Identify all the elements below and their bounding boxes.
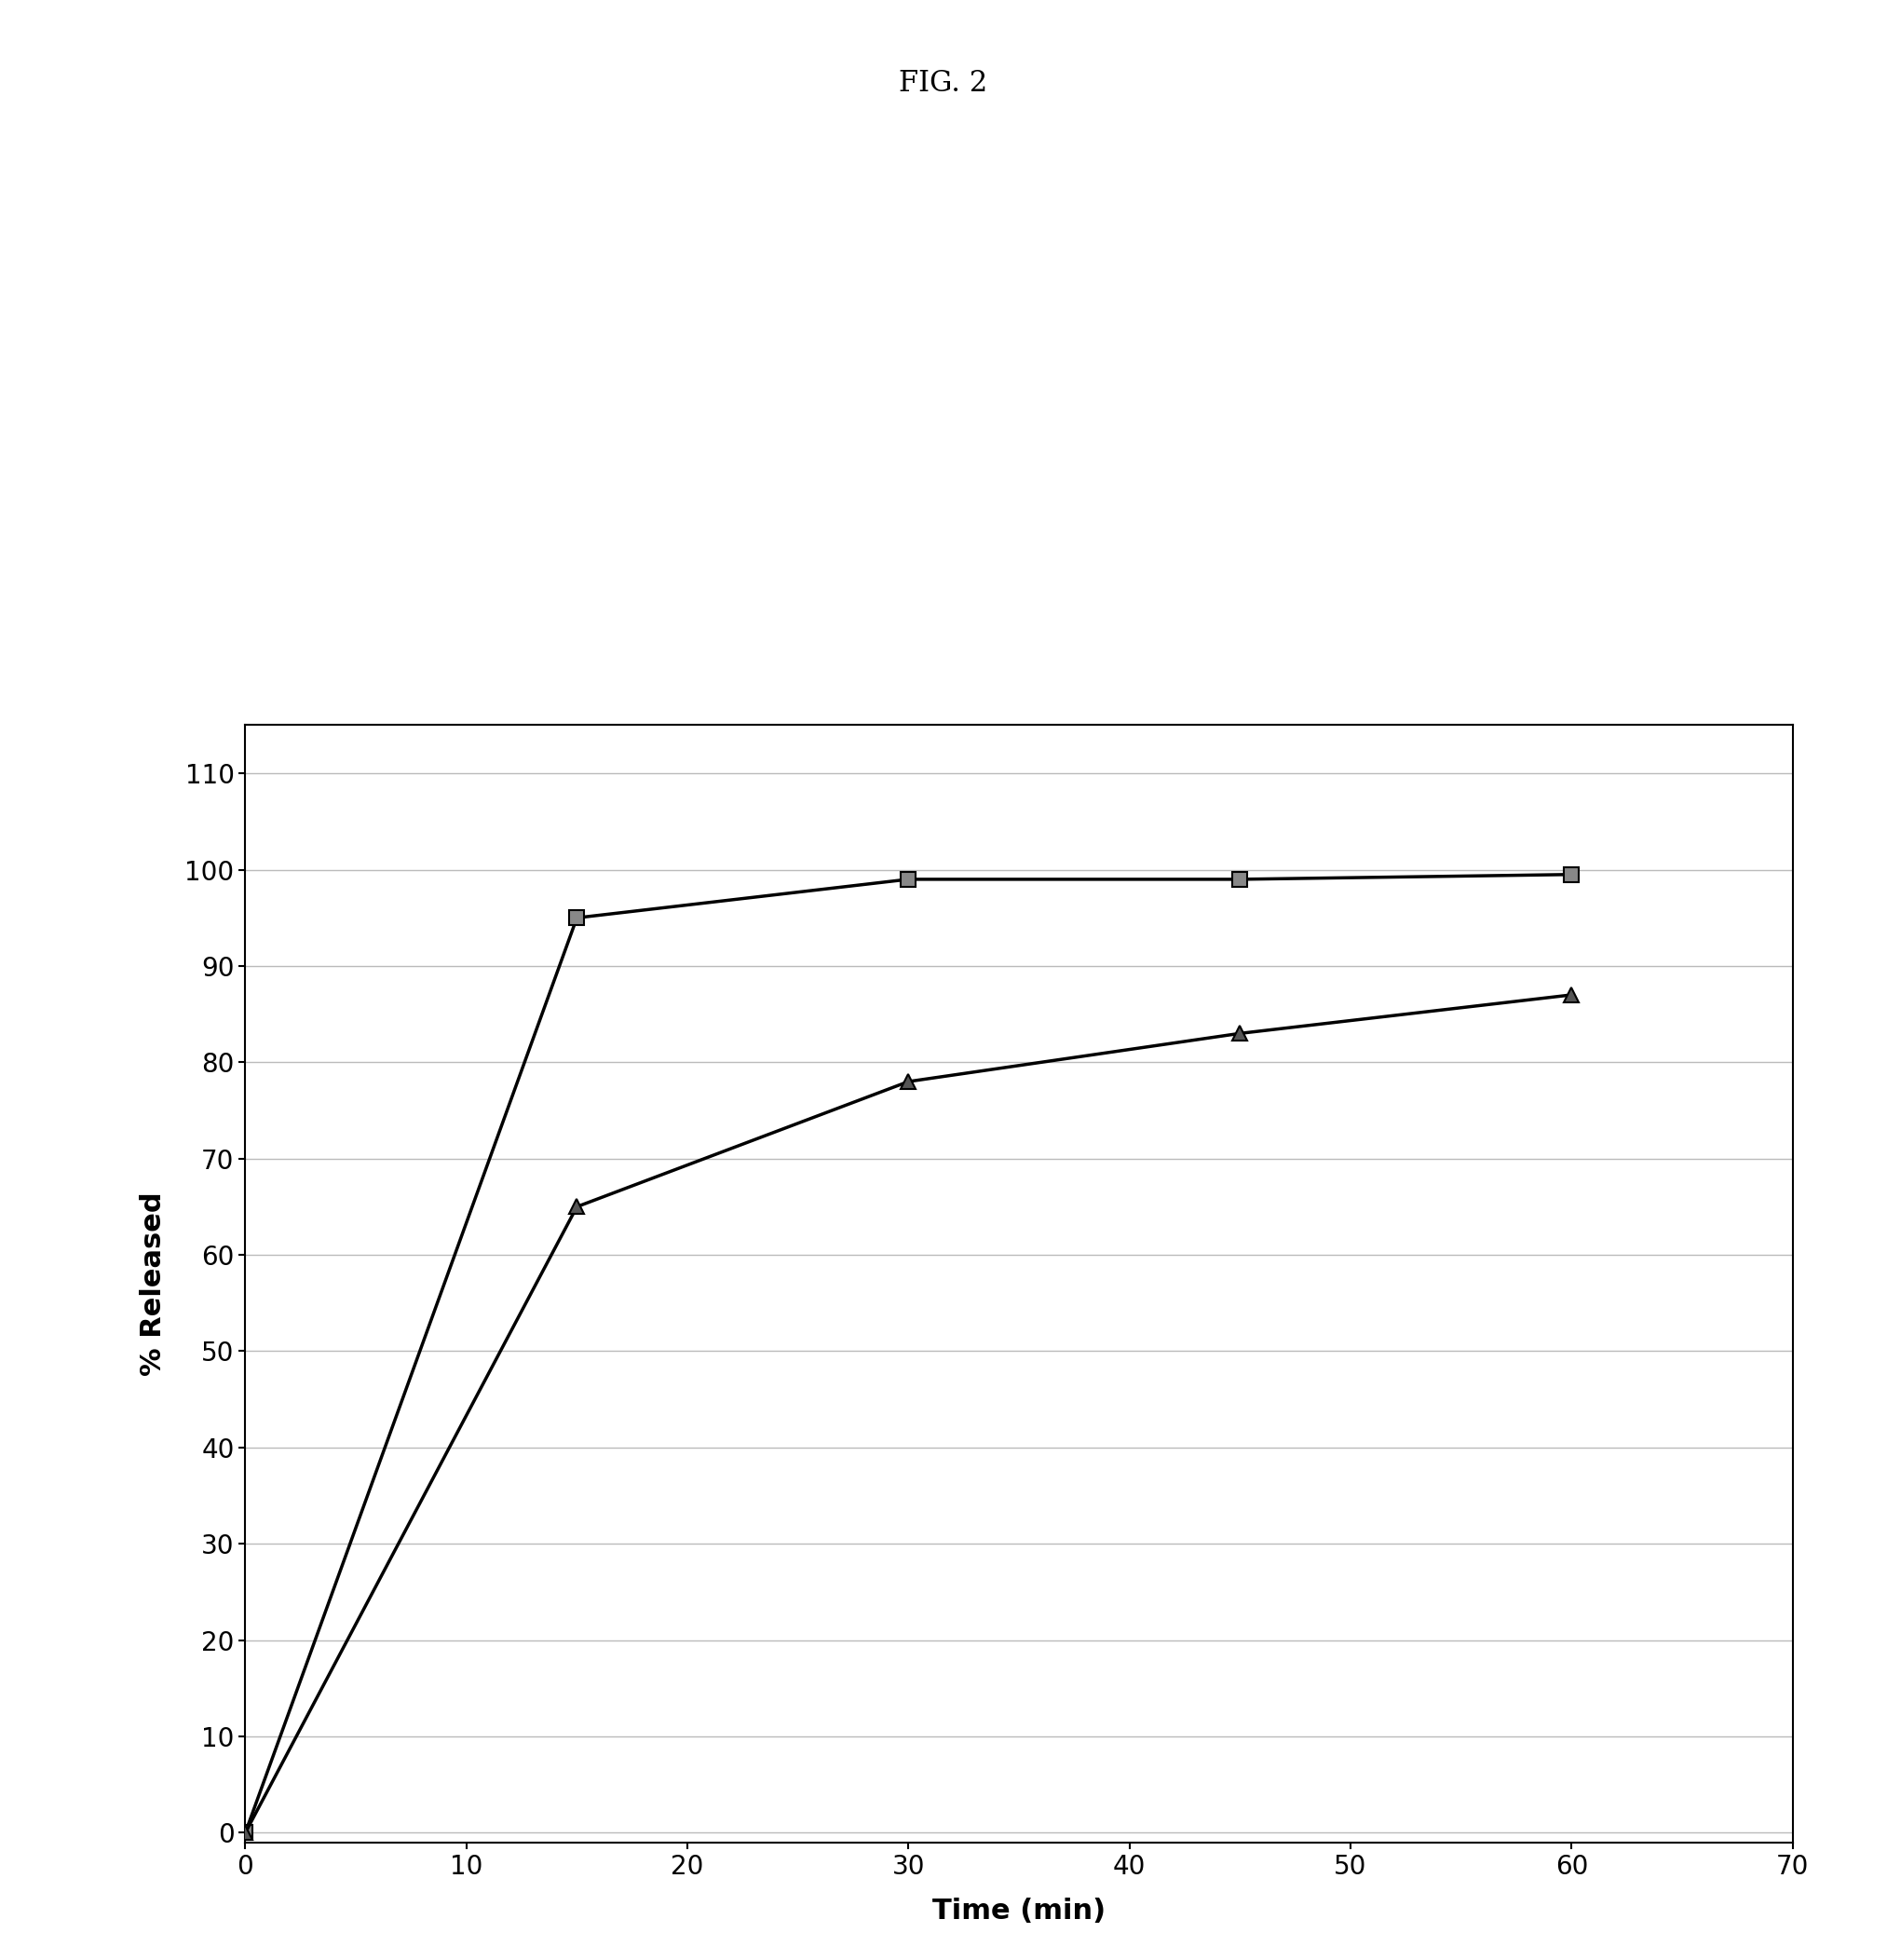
Y-axis label: % Released: % Released [140, 1192, 166, 1376]
Text: FIG. 2: FIG. 2 [898, 69, 989, 98]
X-axis label: Time (min): Time (min) [932, 1897, 1106, 1925]
